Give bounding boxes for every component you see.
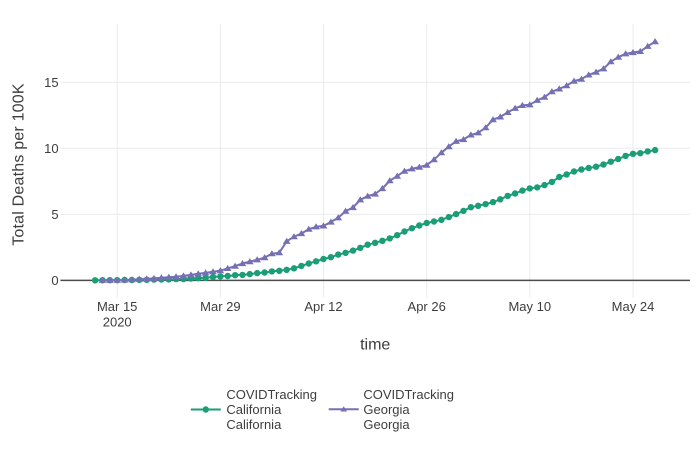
svg-text:Georgia: Georgia: [363, 402, 410, 417]
svg-text:time: time: [360, 336, 390, 353]
svg-text:15: 15: [44, 75, 58, 90]
svg-text:Total Deaths per 100K: Total Deaths per 100K: [11, 83, 28, 246]
svg-text:Apr 26: Apr 26: [408, 299, 446, 314]
svg-text:Georgia: Georgia: [363, 417, 410, 432]
svg-text:May 10: May 10: [508, 299, 551, 314]
svg-text:California: California: [226, 402, 282, 417]
svg-text:Apr 12: Apr 12: [304, 299, 342, 314]
svg-text:California: California: [226, 417, 282, 432]
svg-text:Mar 15: Mar 15: [97, 299, 137, 314]
svg-text:COVIDTracking: COVIDTracking: [363, 387, 454, 402]
svg-text:10: 10: [44, 141, 58, 156]
svg-text:2020: 2020: [103, 314, 132, 329]
svg-text:0: 0: [51, 273, 58, 288]
svg-text:Mar 29: Mar 29: [200, 299, 240, 314]
svg-text:COVIDTracking: COVIDTracking: [226, 387, 317, 402]
svg-text:5: 5: [51, 207, 58, 222]
svg-text:May 24: May 24: [612, 299, 655, 314]
